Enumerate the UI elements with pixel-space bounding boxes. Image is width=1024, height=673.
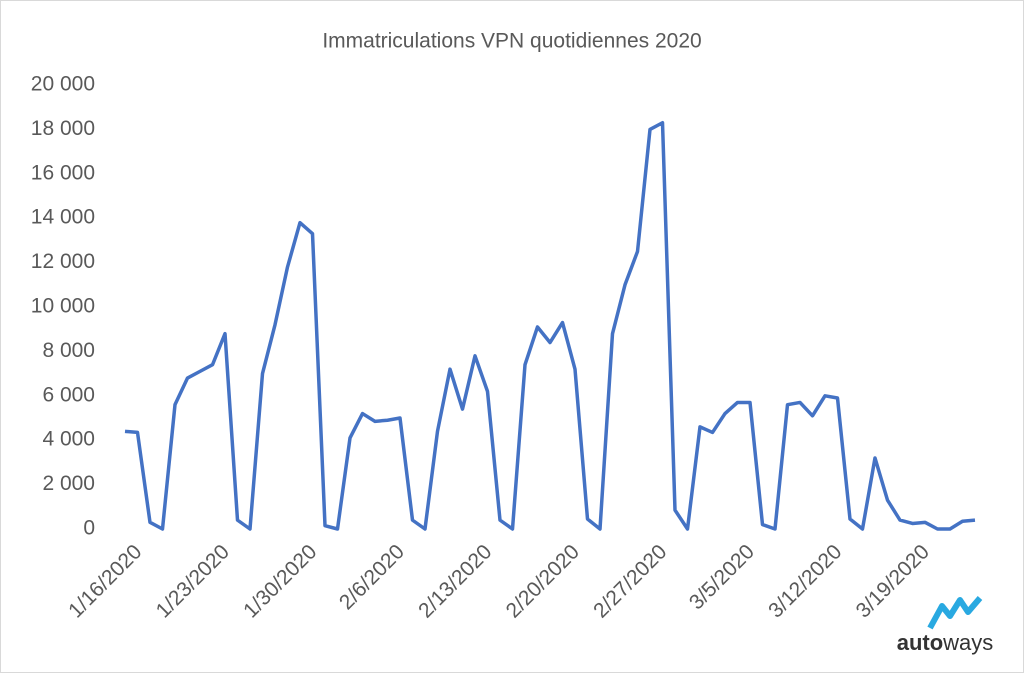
y-tick-label: 6 000 — [42, 383, 95, 406]
chart-title: Immatriculations VPN quotidiennes 2020 — [322, 30, 701, 53]
y-tick-label: 18 000 — [31, 117, 95, 140]
y-tick-label: 4 000 — [42, 428, 95, 451]
logo-ways: ways — [942, 630, 993, 655]
logo-auto: auto — [897, 630, 943, 655]
y-tick-label: 12 000 — [31, 250, 95, 273]
logo — [927, 596, 983, 630]
y-tick-label: 14 000 — [31, 206, 95, 229]
y-tick-label: 20 000 — [31, 73, 95, 96]
y-tick-label: 0 — [83, 517, 95, 540]
y-tick-label: 10 000 — [31, 295, 95, 318]
y-tick-label: 8 000 — [42, 339, 95, 362]
logo-icon — [927, 596, 983, 630]
y-tick-label: 16 000 — [31, 161, 95, 184]
logo-text: autoways — [897, 630, 994, 655]
series-line — [124, 120, 976, 531]
y-tick-label: 2 000 — [42, 472, 95, 495]
